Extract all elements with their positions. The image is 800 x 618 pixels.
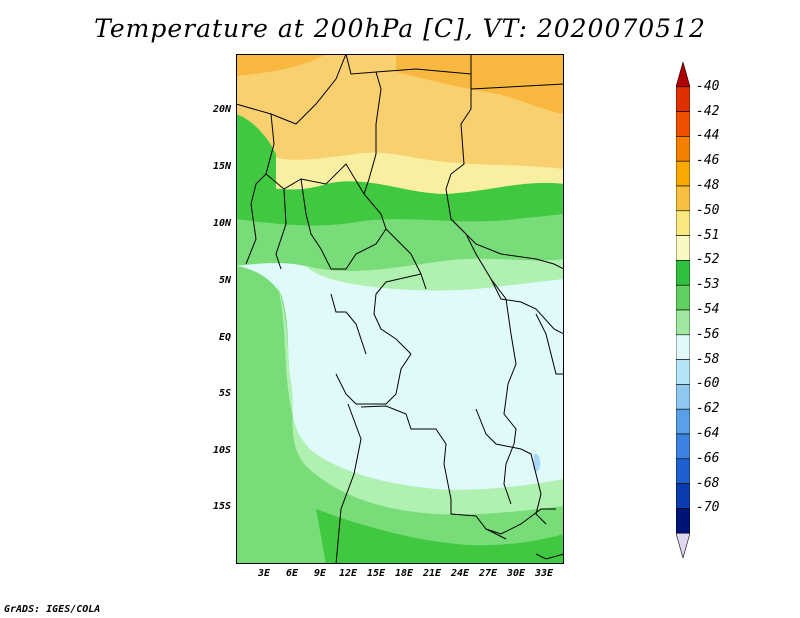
colorbar-segment [676, 86, 690, 112]
colorbar-segment [676, 160, 690, 187]
colorbar-label: -42 [696, 103, 720, 119]
colorbar-label: -54 [696, 302, 720, 317]
colorbar-segment [676, 235, 690, 261]
colorbar-label: -60 [696, 376, 720, 392]
colorbar-segment [676, 483, 690, 509]
colorbar-segment [676, 408, 690, 435]
band-orange-west [236, 54, 326, 76]
lon-label-12e: 12E [338, 568, 358, 579]
lat-label-15n: 15N [212, 161, 231, 172]
patch-light-blue [533, 453, 541, 472]
colorbar-segment [676, 185, 690, 212]
colorbar-label: -52 [696, 252, 720, 268]
lat-label-10s: 10S [212, 445, 231, 456]
colorbar-label: -53 [696, 277, 720, 293]
colorbar-segment [676, 458, 690, 484]
colorbar-label: -40 [696, 78, 720, 94]
colorbar-segment [676, 433, 690, 460]
map-title: Temperature at 200hPa [C], VT: 202007051… [94, 14, 706, 43]
colorbar-label: -66 [696, 450, 720, 466]
band-west-coast-light [276, 279, 564, 515]
colorbar-segment [676, 334, 690, 360]
colorbar-segment [676, 136, 690, 162]
colorbar-label: -48 [696, 178, 720, 193]
lat-label-20n: 20N [212, 104, 231, 115]
band-light-green [306, 258, 564, 291]
lat-label-5n: 5N [218, 275, 231, 286]
colorbar-label: -46 [696, 153, 720, 169]
colorbar-segment [676, 359, 690, 385]
colorbar [676, 62, 690, 558]
lon-label-27e: 27E [478, 568, 498, 579]
band-dark-green [236, 179, 564, 229]
lat-label-10n: 10N [212, 218, 231, 229]
colorbar-label: -44 [696, 128, 720, 144]
colorbar-segment [676, 309, 690, 336]
lon-label-30e: 30E [506, 568, 526, 579]
lon-label-15e: 15E [366, 568, 386, 579]
lat-label-eq: EQ [218, 332, 231, 343]
band-orange [396, 54, 564, 114]
lon-label-9e: 9E [313, 568, 327, 579]
lat-label-15s: 15S [212, 501, 231, 512]
lon-label-3e: 3E [257, 568, 271, 579]
colorbar-segment [676, 210, 690, 236]
colorbar-label: -64 [696, 426, 720, 441]
lat-label-5s: 5S [218, 388, 231, 399]
colorbar-label: -58 [696, 351, 720, 367]
colorbar-segment [676, 284, 690, 311]
lon-label-6e: 6E [285, 568, 299, 579]
colorbar-label: -70 [696, 500, 720, 516]
lon-label-33e: 33E [534, 568, 554, 579]
colorbar-label: -68 [696, 475, 720, 491]
colorbar-segment [676, 111, 690, 137]
country-borders [236, 54, 564, 564]
colorbar-label: -50 [696, 202, 720, 218]
temperature-map [236, 54, 564, 564]
band-west-coast-mid [236, 266, 564, 564]
lon-label-21e: 21E [422, 568, 442, 579]
colorbar-label: -62 [696, 401, 720, 417]
colorbar-segment [676, 532, 690, 558]
map-frame [236, 54, 564, 564]
colorbar-segment [676, 384, 690, 410]
lon-label-18e: 18E [394, 568, 414, 579]
colorbar-label: -51 [696, 227, 720, 243]
colorbar-segment [676, 260, 690, 286]
colorbar-label: -56 [696, 326, 720, 342]
lon-label-24e: 24E [450, 568, 470, 579]
colorbar-segment [676, 508, 690, 534]
colorbar-segment [676, 62, 690, 88]
grads-credit: GrADS: IGES/COLA [4, 604, 101, 615]
band-south-dark-green [316, 509, 564, 564]
